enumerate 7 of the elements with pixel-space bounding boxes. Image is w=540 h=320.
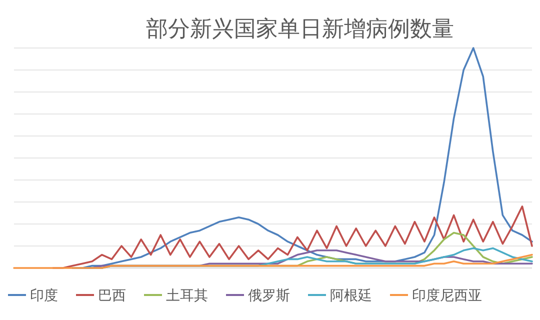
legend-label: 阿根廷 xyxy=(330,288,372,304)
legend-label: 俄罗斯 xyxy=(248,288,290,304)
legend-label: 印度 xyxy=(30,288,58,304)
legend-label: 土耳其 xyxy=(166,288,208,304)
chart-title: 部分新兴国家单日新增病例数量 xyxy=(146,16,454,41)
legend-label: 印度尼西亚 xyxy=(412,288,482,304)
legend-label: 巴西 xyxy=(98,289,126,304)
